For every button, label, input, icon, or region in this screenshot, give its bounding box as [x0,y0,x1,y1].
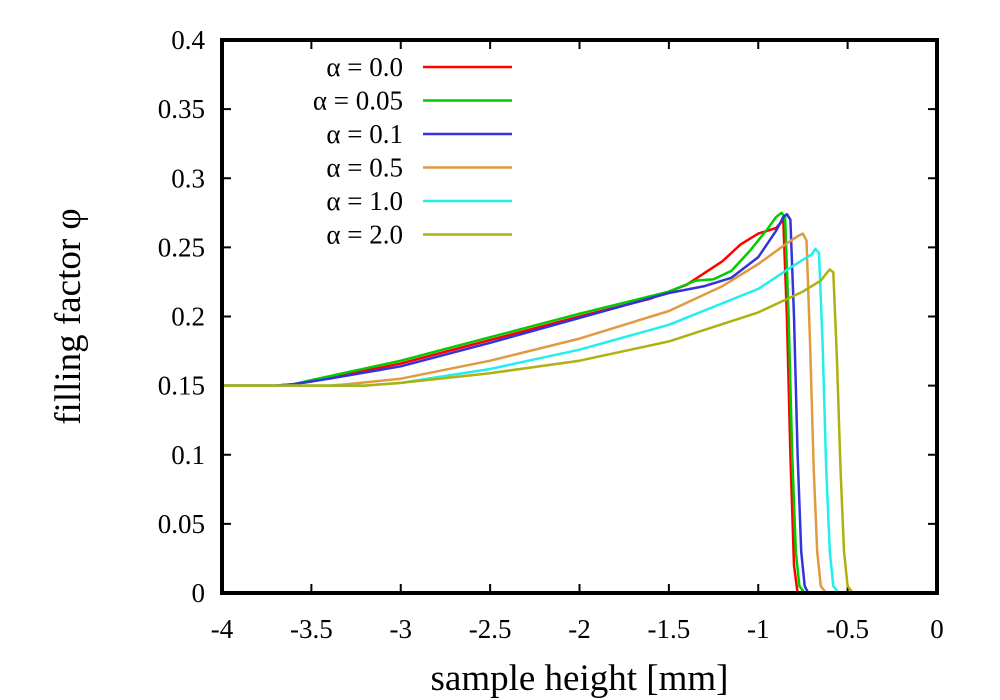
legend-label: α = 1.0 [326,186,403,216]
series-line-0 [222,218,799,594]
y-tick-label: 0.25 [158,232,205,262]
x-tick-label: -4 [211,614,234,644]
y-tick-label: 0.4 [171,25,205,55]
y-tick-label: 0.05 [158,509,205,539]
y-tick-label: 0.2 [171,302,205,332]
legend-label: α = 0.0 [326,52,403,82]
series-line-3 [222,232,828,594]
legend-label: α = 0.5 [326,153,403,183]
x-tick-label: -3 [390,614,413,644]
legend-label: α = 0.05 [313,86,403,116]
series-line-4 [222,247,840,594]
series-line-2 [222,212,810,594]
x-tick-label: -2.5 [469,614,512,644]
series-line-1 [222,211,806,594]
y-axis-title: filling factor φ [48,208,89,425]
y-tick-label: 0 [192,578,206,608]
legend: α = 0.0 α = 0.05α = 0.1 α = 0.5α = 1.0 α = … [313,52,512,250]
x-tick-label: -1.5 [648,614,691,644]
series-line-5 [222,268,854,594]
plot-frame [220,38,939,595]
x-tick-label: -3.5 [290,614,333,644]
x-tick-label: -1 [747,614,770,644]
x-tick-label: -0.5 [826,614,869,644]
y-tick-label: 0.35 [158,94,205,124]
y-tick-label: 0.3 [171,163,205,193]
y-tick-label: 0.1 [171,440,205,470]
x-tick-label: 0 [930,614,944,644]
tick-labels: -4 -3.5 -3 -2.5 -2 -1.5 -1 -0.5 0 0 0.05 0.1 0.15 0.2… [158,25,944,644]
legend-label: α = 2.0 [326,220,403,250]
legend-label: α = 0.1 [326,119,403,149]
x-tick-label: -2 [568,614,591,644]
y-tick-label: 0.15 [158,371,205,401]
x-axis-title: sample height [mm] [431,658,729,699]
plot-series [222,211,854,594]
